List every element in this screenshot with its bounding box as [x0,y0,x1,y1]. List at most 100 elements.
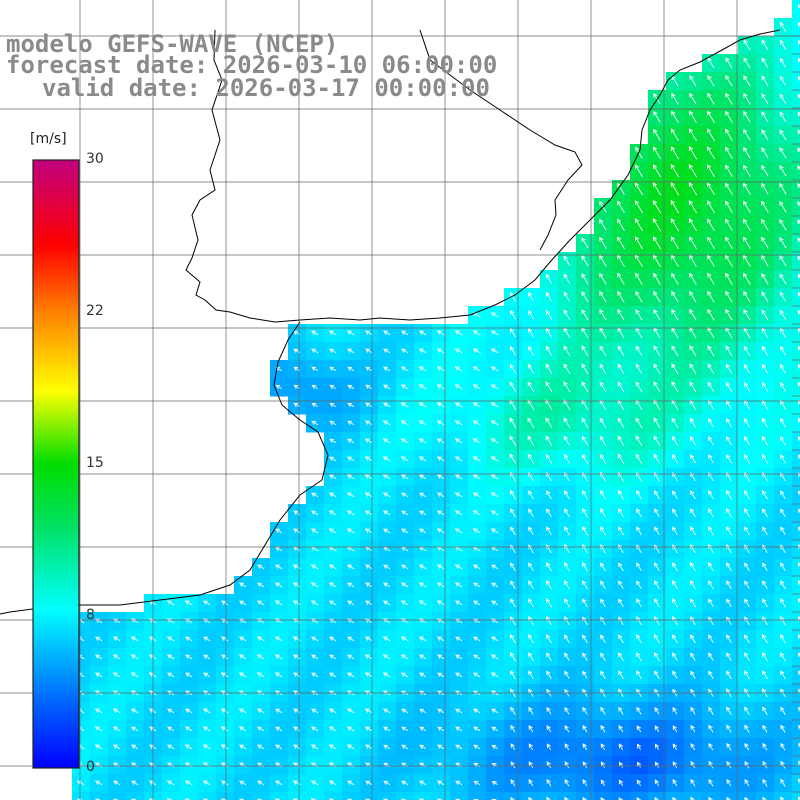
wind-cell [792,36,800,55]
wind-arrow [635,435,643,447]
wind-arrow [617,363,625,374]
wind-arrow [780,652,786,662]
colorbar [32,159,80,769]
wind-cell [792,756,800,775]
wind-cell [792,792,800,800]
wind-arrow [364,438,373,444]
wind-arrow [688,164,698,178]
wind-arrow [690,652,696,662]
wind-arrow [672,652,678,662]
wind-arrow [346,510,355,516]
wind-arrow [708,454,714,464]
wind-arrow [221,636,229,642]
wind-arrow [564,508,570,518]
wind-arrow [365,780,373,786]
wind-arrow [726,652,732,662]
wind-arrow [743,200,751,213]
wind-arrow [275,384,282,390]
wind-arrow [238,708,247,714]
wind-arrow [671,435,679,446]
wind-arrow [581,237,589,249]
wind-arrow [690,508,696,518]
wind-arrow [726,544,732,554]
wind-arrow [528,725,534,733]
wind-arrow [600,634,606,644]
wind-arrow [761,309,769,320]
wind-arrow [528,580,534,590]
wind-arrow [328,330,337,336]
wind-arrow [510,670,516,680]
wind-arrow [653,399,661,411]
wind-arrow [618,526,624,536]
wind-arrow [311,726,319,732]
wind-arrow [220,726,229,732]
wind-arrow [473,708,481,714]
wind-arrow [347,564,355,570]
wind-arrow [743,57,751,69]
wind-arrow [599,254,607,267]
wind-arrow [490,456,499,462]
wind-arrow [707,525,714,536]
wind-arrow [364,708,373,714]
wind-arrow [564,778,570,787]
wind-arrow [491,744,498,750]
wind-arrow [762,778,768,787]
wind-arrow [382,492,391,498]
wind-arrow [256,636,265,642]
wind-arrow [617,200,625,213]
wind-arrow [744,706,750,716]
wind-cell [162,792,181,800]
wind-arrow [761,381,768,392]
wind-arrow [635,381,643,392]
wind-arrow [725,507,732,518]
wind-arrow [528,779,534,787]
wind-arrow [581,255,589,267]
wind-arrow [780,706,786,715]
wind-arrow [690,778,696,787]
wind-arrow [671,128,679,142]
wind-arrow [762,634,768,644]
wind-arrow [582,634,588,644]
wind-arrow [528,598,534,608]
wind-arrow [779,417,787,428]
wind-arrow [636,634,642,644]
colorbar-tick-0: 0 [86,759,95,775]
wind-arrow [600,761,606,769]
wind-arrow [779,218,787,231]
valid-date: valid date: 2026-03-17 00:00:00 [42,74,490,102]
wind-arrow [510,706,516,715]
wind-arrow [670,146,680,160]
wind-arrow [743,182,751,195]
wind-arrow [652,182,662,196]
wind-arrow [509,309,516,320]
wind-arrow [400,672,409,678]
wind-arrow [436,330,445,336]
wind-arrow [726,742,732,751]
wind-arrow [346,528,355,534]
wind-arrow [780,598,786,608]
wind-arrow [472,456,481,462]
wind-arrow [563,309,571,320]
wind-arrow [238,672,247,678]
wind-arrow [798,436,800,441]
wind-arrow [797,309,800,315]
wind-cell [792,288,800,307]
wind-arrow [689,435,696,446]
wind-arrow [346,708,355,714]
wind-arrow [797,291,800,297]
wind-arrow [798,778,800,784]
wind-arrow [473,636,481,642]
wind-arrow [185,654,193,660]
wind-arrow [617,272,625,285]
wind-arrow [617,236,625,249]
wind-arrow [328,780,337,786]
wind-arrow [401,492,409,498]
wind-arrow [617,218,625,231]
wind-arrow [779,164,787,177]
wind-arrow [527,291,534,302]
wind-arrow [654,761,660,768]
wind-arrow [671,110,679,123]
wind-arrow [383,708,391,714]
wind-arrow [725,345,733,357]
wind-arrow [690,490,696,500]
